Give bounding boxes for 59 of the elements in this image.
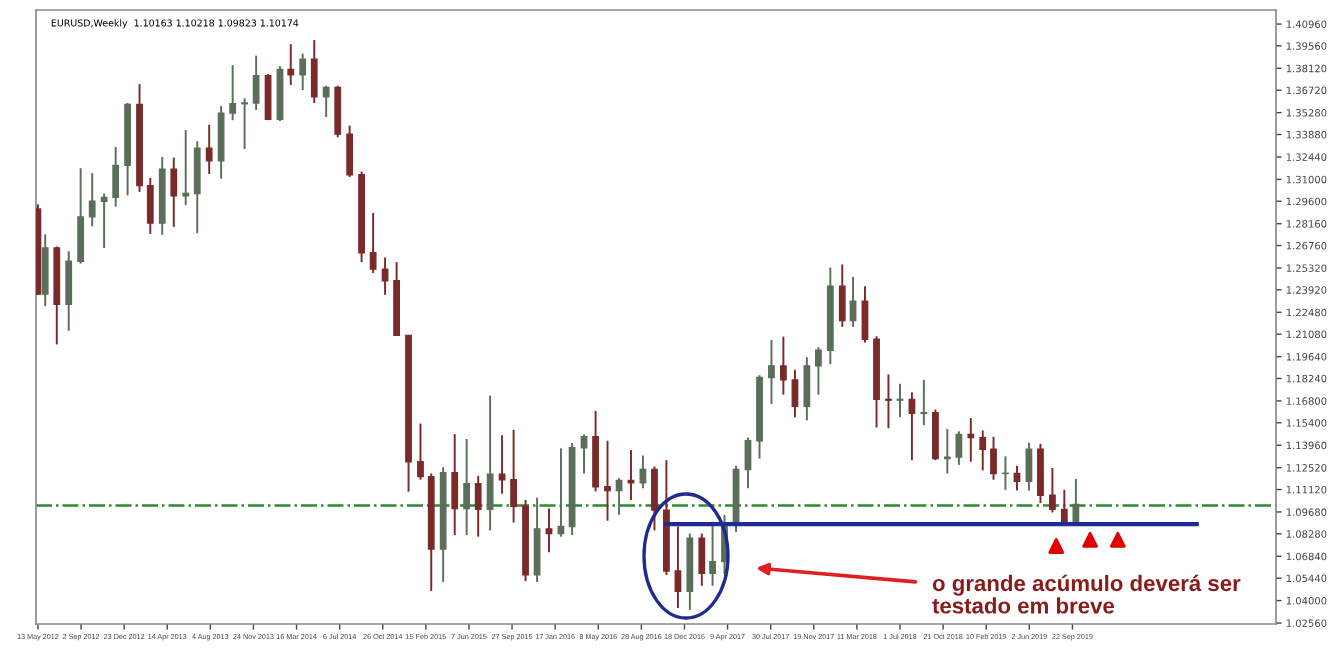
candlestick — [955, 430, 963, 466]
candlestick — [768, 339, 775, 406]
candlestick — [451, 433, 459, 537]
candlestick — [252, 54, 260, 111]
candlestick — [849, 275, 857, 328]
candlestick — [322, 84, 330, 118]
candlestick — [112, 145, 120, 208]
candlestick — [182, 129, 190, 207]
candlestick — [100, 192, 108, 250]
candlestick — [861, 285, 869, 344]
candlestick — [381, 256, 389, 296]
candlestick — [1013, 464, 1021, 492]
candlestick — [815, 346, 822, 396]
candlestick — [193, 140, 201, 235]
annotation: o grande acúmulo deverá ser testado em breve — [932, 574, 1241, 614]
candlestick — [885, 373, 892, 430]
candlestick — [779, 335, 787, 396]
candlestick — [709, 520, 716, 587]
candlestick — [334, 84, 342, 139]
candlestick — [170, 156, 178, 228]
candlestick — [979, 429, 987, 472]
candlestick — [463, 438, 471, 537]
candlestick — [474, 474, 482, 538]
candlestick — [1037, 442, 1044, 505]
candlestick — [65, 250, 73, 332]
candlestick — [990, 435, 997, 481]
candlestick — [674, 525, 682, 610]
candlestick — [417, 422, 424, 481]
candlestick — [803, 356, 811, 422]
candlestick — [943, 428, 951, 475]
candlestick — [205, 123, 213, 175]
candlestick — [545, 507, 553, 554]
candlestick — [639, 454, 647, 490]
candlestick — [299, 52, 307, 92]
candlestick — [41, 233, 49, 308]
candlestick — [486, 394, 494, 532]
candlestick — [967, 417, 975, 463]
candlestick — [627, 449, 635, 501]
candlestick — [920, 378, 928, 427]
candlestick — [217, 105, 225, 180]
candlestick — [146, 176, 154, 235]
candlestick — [838, 263, 846, 328]
candlestick — [896, 382, 904, 419]
candlestick — [369, 211, 377, 274]
candlestick — [77, 167, 85, 265]
candlestick — [241, 97, 248, 150]
candlestick — [533, 496, 541, 583]
candlestick — [698, 532, 706, 587]
candlestick — [1049, 467, 1056, 514]
candlestick — [287, 43, 295, 86]
candlestick — [604, 439, 611, 522]
candlestick — [791, 368, 799, 419]
candlestick — [651, 465, 658, 532]
candlestick — [310, 39, 318, 104]
candlestick — [510, 428, 517, 524]
candlestick — [88, 172, 96, 228]
candlestick — [229, 64, 237, 122]
candlestick — [346, 124, 354, 179]
candlestick — [932, 408, 939, 462]
